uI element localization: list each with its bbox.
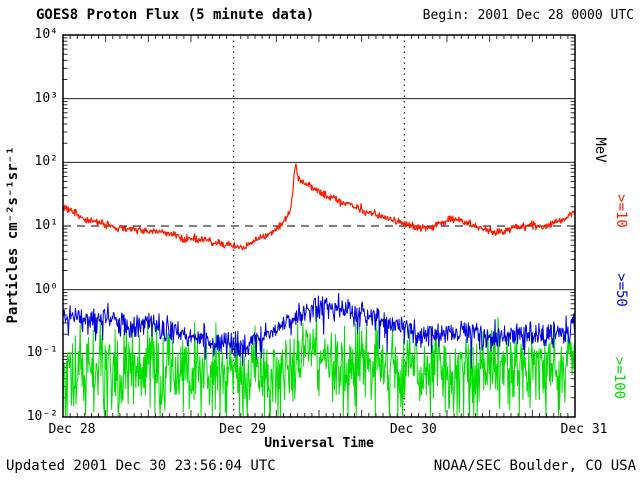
updated-timestamp: Updated 2001 Dec 30 23:56:04 UTC	[6, 458, 276, 474]
x-tick-label: Dec 29	[219, 422, 267, 437]
credit-label: NOAA/SEC Boulder, CO USA	[433, 458, 636, 474]
chart-title: GOES8 Proton Flux (5 minute data)	[36, 7, 315, 23]
y-tick-label: 10¹	[34, 218, 58, 233]
series-label-ge100: >=100	[611, 356, 627, 400]
right-axis-unit-label: MeV	[592, 137, 608, 163]
series-label-ge50: >=50	[613, 273, 629, 307]
y-tick-label: 10²	[34, 154, 58, 170]
begin-timestamp: Begin: 2001 Dec 28 0000 UTC	[422, 8, 634, 23]
y-tick-label: 10³	[34, 90, 58, 106]
y-axis-label: Particles cm⁻²s⁻¹sr⁻¹	[5, 146, 21, 324]
x-tick-label: Dec 31	[560, 422, 608, 437]
y-tick-label: 10⁻¹	[26, 345, 58, 361]
x-axis-label: Universal Time	[264, 436, 374, 451]
series-label-ge10: >=10	[613, 194, 629, 228]
x-tick-label: Dec 30	[389, 422, 437, 437]
y-tick-label: 10⁰	[34, 281, 58, 297]
x-tick-label: Dec 28	[48, 422, 96, 437]
y-tick-label: 10⁴	[34, 27, 58, 42]
y-tick-label: 10⁻²	[26, 409, 58, 424]
